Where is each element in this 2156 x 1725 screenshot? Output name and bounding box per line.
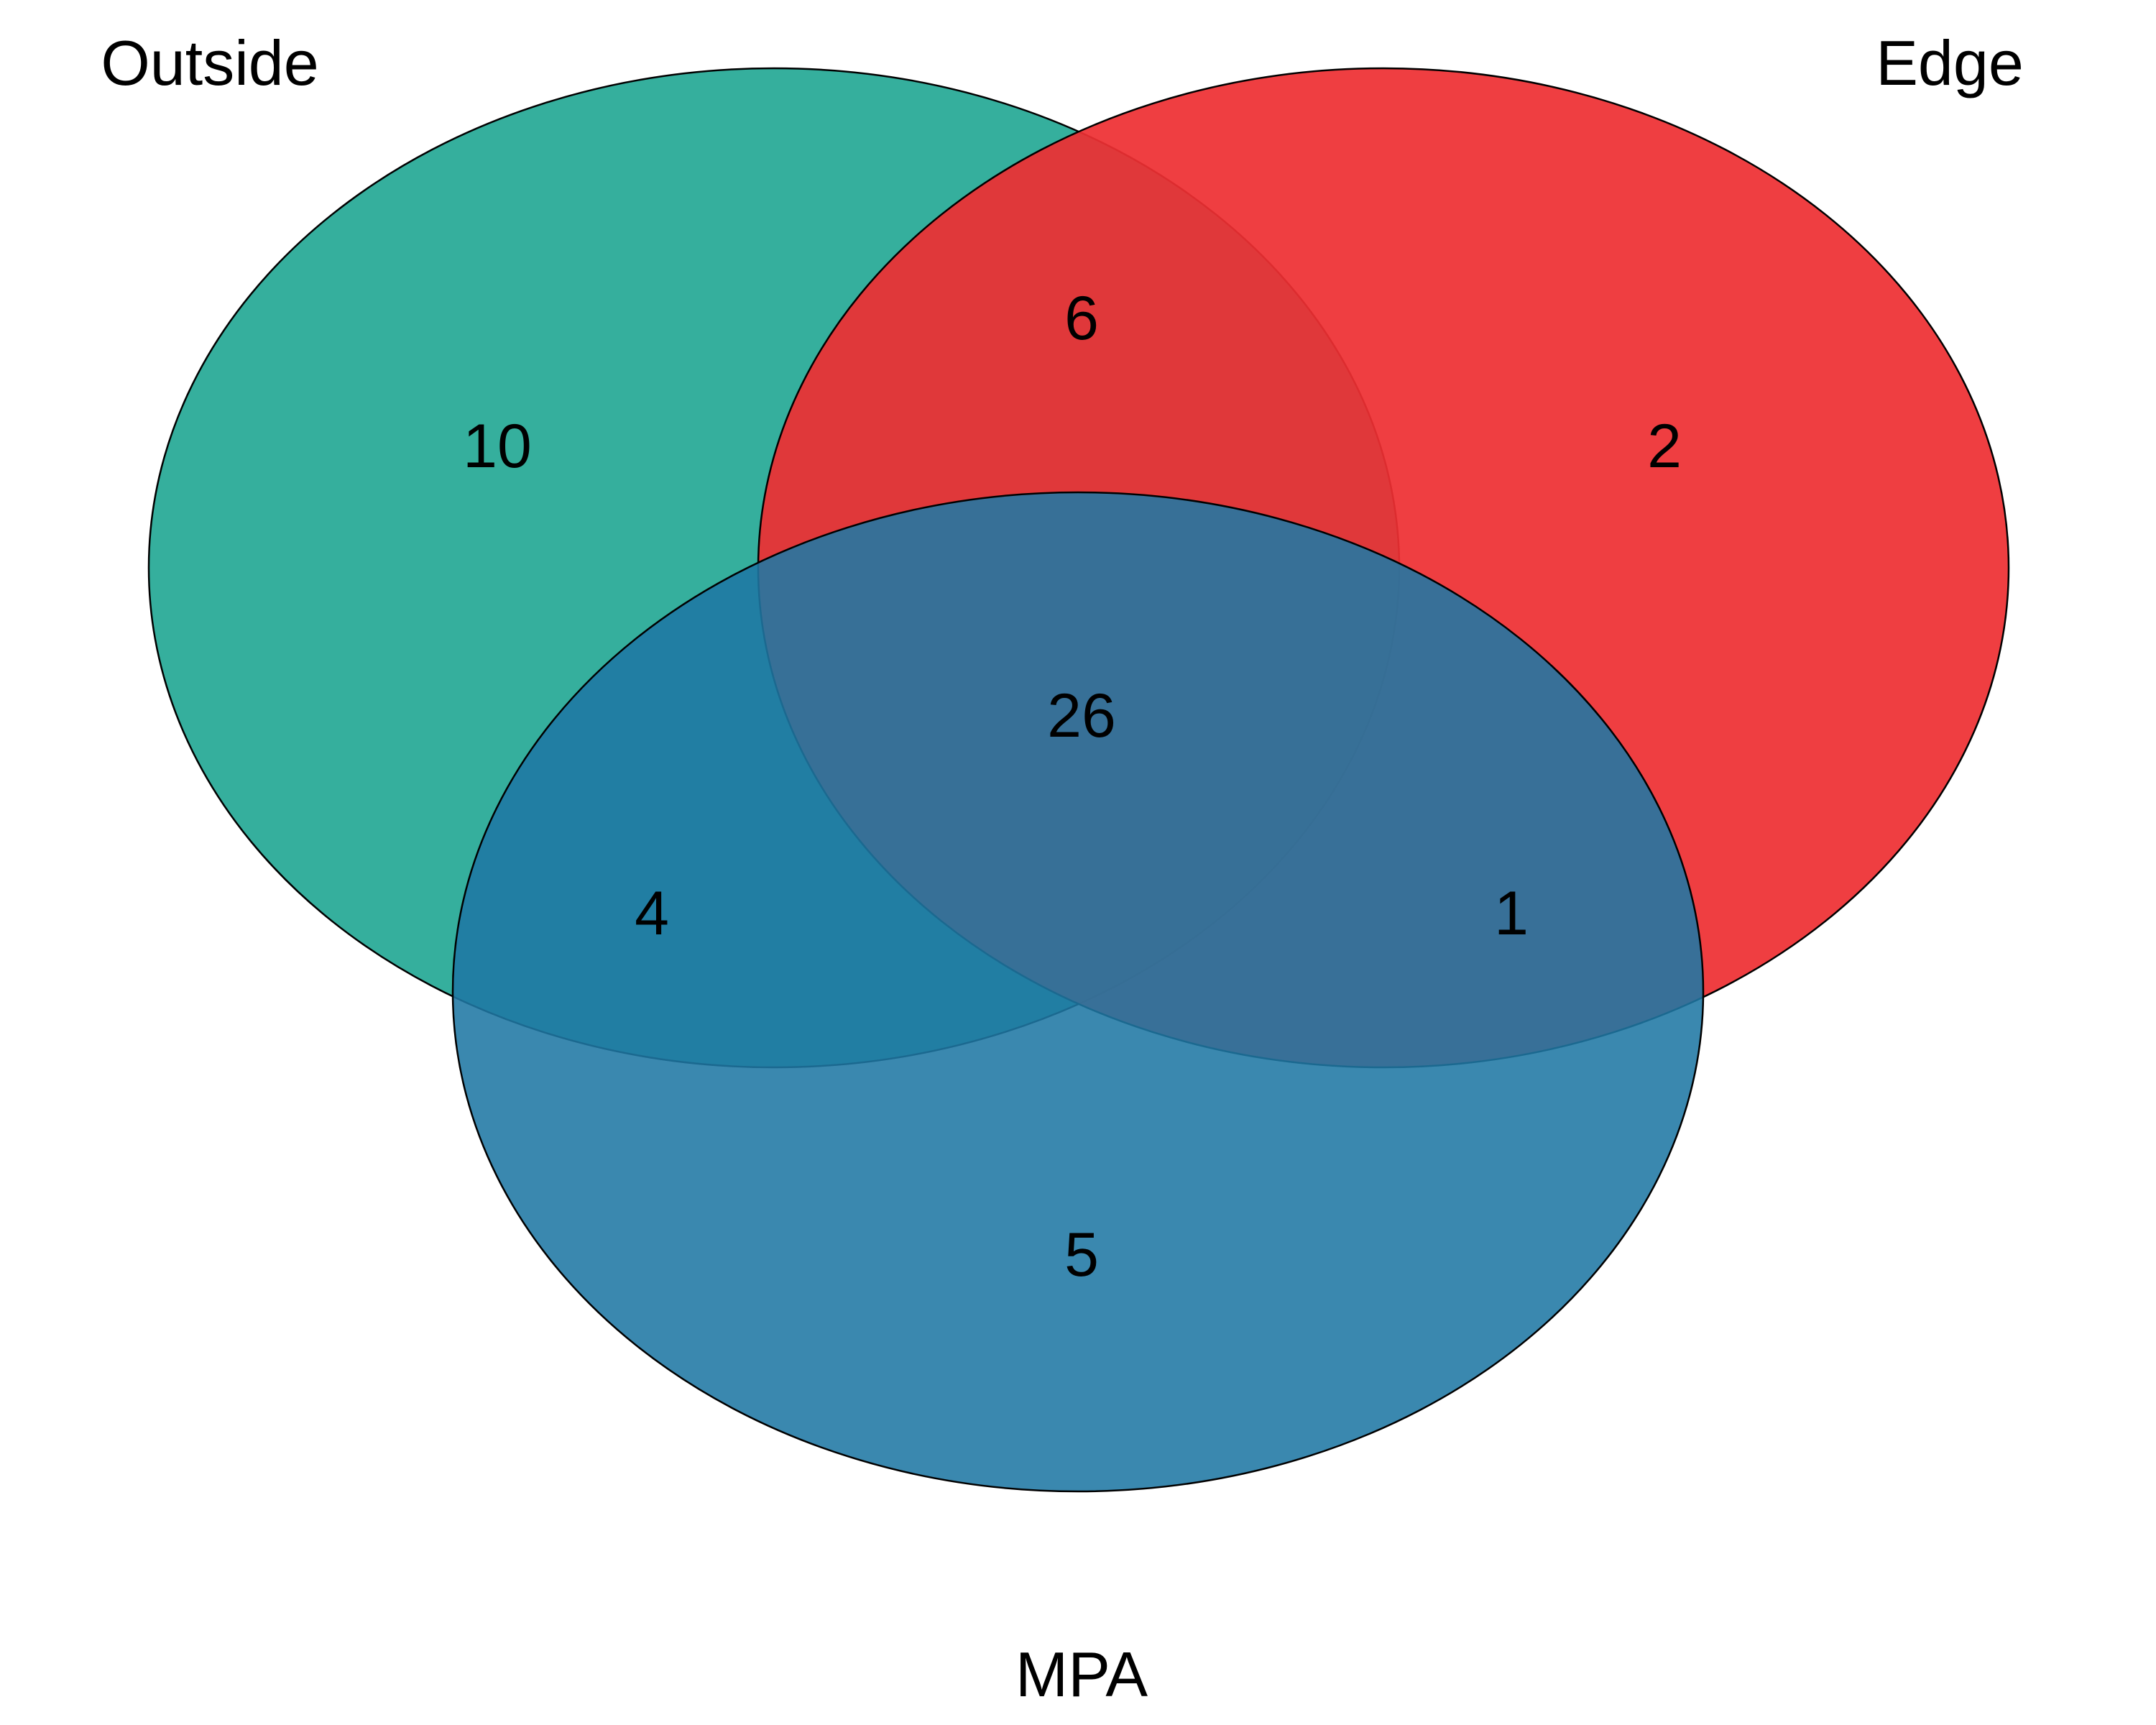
mpa-set-ellipse [451, 491, 1705, 1493]
region-count-mpa-only: 5 [1064, 1220, 1099, 1289]
outside-set-label: Outside [101, 27, 318, 98]
region-count-edge-only: 2 [1647, 412, 1682, 481]
region-count-all-three: 26 [1047, 681, 1116, 750]
region-count-outside-only: 10 [463, 412, 532, 481]
edge-set-label: Edge [1876, 27, 2024, 98]
region-count-outside-edge: 6 [1064, 284, 1099, 353]
region-count-edge-mpa: 1 [1494, 879, 1529, 948]
mpa-set-label: MPA [1015, 1639, 1148, 1710]
region-count-outside-mpa: 4 [635, 879, 669, 948]
